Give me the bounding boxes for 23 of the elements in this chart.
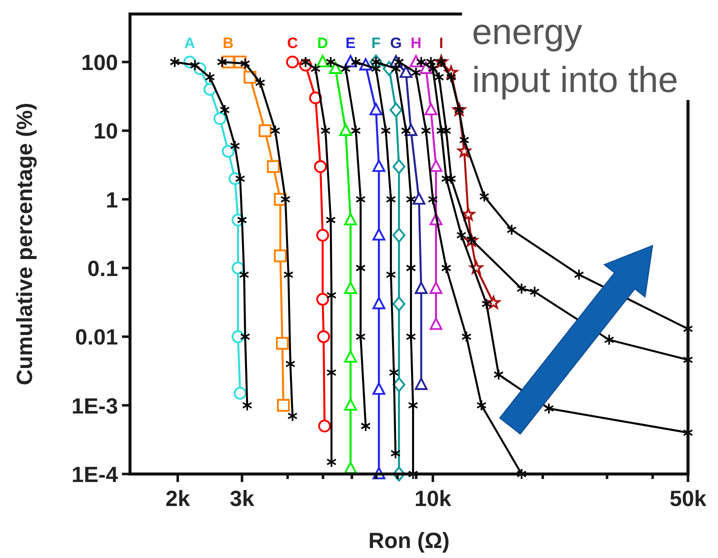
series-label: E: [346, 34, 356, 52]
y-tick-label: 1E-3: [72, 393, 118, 418]
series-label: B: [222, 34, 234, 52]
y-axis-title: Cumulative percentage (%): [12, 102, 37, 386]
y-tick-label: 0.01: [75, 324, 118, 350]
series-label: C: [287, 34, 298, 52]
x-axis-title: Ron (Ω): [368, 528, 450, 553]
y-tick-label: 0.1: [87, 256, 118, 281]
series-label: A: [184, 34, 196, 52]
x-tick-label: 50k: [670, 486, 708, 511]
x-tick-label: 10k: [414, 486, 452, 511]
y-tick-label: 100: [81, 50, 118, 75]
x-tick-label: 2k: [165, 486, 191, 511]
series-label: D: [317, 34, 328, 52]
series-label: G: [390, 34, 402, 52]
y-tick-label: 1: [106, 187, 118, 212]
y-tick-label: 1E-4: [72, 462, 119, 487]
x-tick-label: 3k: [230, 486, 255, 511]
annotation: energy input into the: [472, 11, 678, 100]
series-label: I: [439, 34, 444, 52]
series-label: F: [371, 34, 381, 52]
series-label: H: [410, 34, 422, 52]
y-tick-label: 10: [94, 118, 118, 144]
